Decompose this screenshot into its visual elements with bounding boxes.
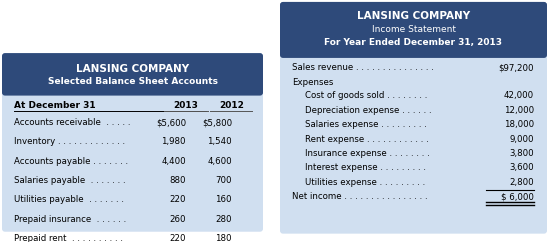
Text: 42,000: 42,000 — [504, 91, 534, 100]
FancyBboxPatch shape — [280, 2, 547, 58]
Text: 1,540: 1,540 — [208, 137, 232, 146]
Text: 2012: 2012 — [220, 101, 244, 110]
Text: Prepaid rent  . . . . . . . . . .: Prepaid rent . . . . . . . . . . — [14, 234, 123, 242]
Text: Inventory . . . . . . . . . . . . .: Inventory . . . . . . . . . . . . . — [14, 137, 125, 146]
Text: Accounts receivable  . . . . .: Accounts receivable . . . . . — [14, 118, 131, 127]
Text: 2,800: 2,800 — [509, 178, 534, 187]
Text: $ 6,000: $ 6,000 — [501, 192, 534, 201]
Text: At December 31: At December 31 — [14, 101, 96, 110]
Text: Salaries payable  . . . . . . .: Salaries payable . . . . . . . — [14, 176, 126, 185]
FancyBboxPatch shape — [280, 2, 547, 234]
Text: Prepaid insurance  . . . . . .: Prepaid insurance . . . . . . — [14, 215, 126, 224]
Text: 3,600: 3,600 — [509, 164, 534, 173]
Text: 160: 160 — [216, 195, 232, 204]
Text: 1,980: 1,980 — [161, 137, 186, 146]
Text: 9,000: 9,000 — [509, 135, 534, 144]
Text: Cost of goods sold . . . . . . . .: Cost of goods sold . . . . . . . . — [305, 91, 427, 100]
Text: LANSING COMPANY: LANSING COMPANY — [76, 64, 189, 74]
Text: 220: 220 — [170, 195, 186, 204]
Text: $97,200: $97,200 — [498, 63, 534, 72]
Text: 180: 180 — [216, 234, 232, 242]
Text: Utilities payable  . . . . . . .: Utilities payable . . . . . . . — [14, 195, 124, 204]
Text: Rent expense . . . . . . . . . . . .: Rent expense . . . . . . . . . . . . — [305, 135, 429, 144]
Text: Interest expense . . . . . . . . .: Interest expense . . . . . . . . . — [305, 164, 426, 173]
Text: For Year Ended December 31, 2013: For Year Ended December 31, 2013 — [324, 38, 502, 47]
Text: 700: 700 — [216, 176, 232, 185]
Text: Utilities expense . . . . . . . . .: Utilities expense . . . . . . . . . — [305, 178, 425, 187]
Text: 280: 280 — [216, 215, 232, 224]
Text: Depreciation expense . . . . . .: Depreciation expense . . . . . . — [305, 106, 432, 114]
Text: Insurance expense . . . . . . . .: Insurance expense . . . . . . . . — [305, 149, 430, 158]
FancyBboxPatch shape — [2, 53, 263, 96]
Text: 18,000: 18,000 — [504, 120, 534, 129]
Text: LANSING COMPANY: LANSING COMPANY — [357, 11, 470, 21]
Text: 2013: 2013 — [173, 101, 198, 110]
Text: 260: 260 — [170, 215, 186, 224]
Text: Net income . . . . . . . . . . . . . . . .: Net income . . . . . . . . . . . . . . .… — [292, 192, 428, 201]
Text: 220: 220 — [170, 234, 186, 242]
FancyBboxPatch shape — [2, 53, 263, 232]
Text: Sales revenue . . . . . . . . . . . . . . .: Sales revenue . . . . . . . . . . . . . … — [292, 63, 434, 72]
Text: 4,400: 4,400 — [161, 157, 186, 166]
Text: $5,800: $5,800 — [202, 118, 232, 127]
Text: Selected Balance Sheet Accounts: Selected Balance Sheet Accounts — [48, 77, 217, 86]
Text: Salaries expense . . . . . . . . .: Salaries expense . . . . . . . . . — [305, 120, 427, 129]
Text: 3,800: 3,800 — [509, 149, 534, 158]
Text: Accounts payable . . . . . . .: Accounts payable . . . . . . . — [14, 157, 128, 166]
Text: Income Statement: Income Statement — [372, 25, 456, 34]
Text: 880: 880 — [170, 176, 186, 185]
Text: Expenses: Expenses — [292, 78, 333, 87]
Text: 12,000: 12,000 — [504, 106, 534, 114]
Text: $5,600: $5,600 — [156, 118, 186, 127]
Text: 4,600: 4,600 — [208, 157, 232, 166]
